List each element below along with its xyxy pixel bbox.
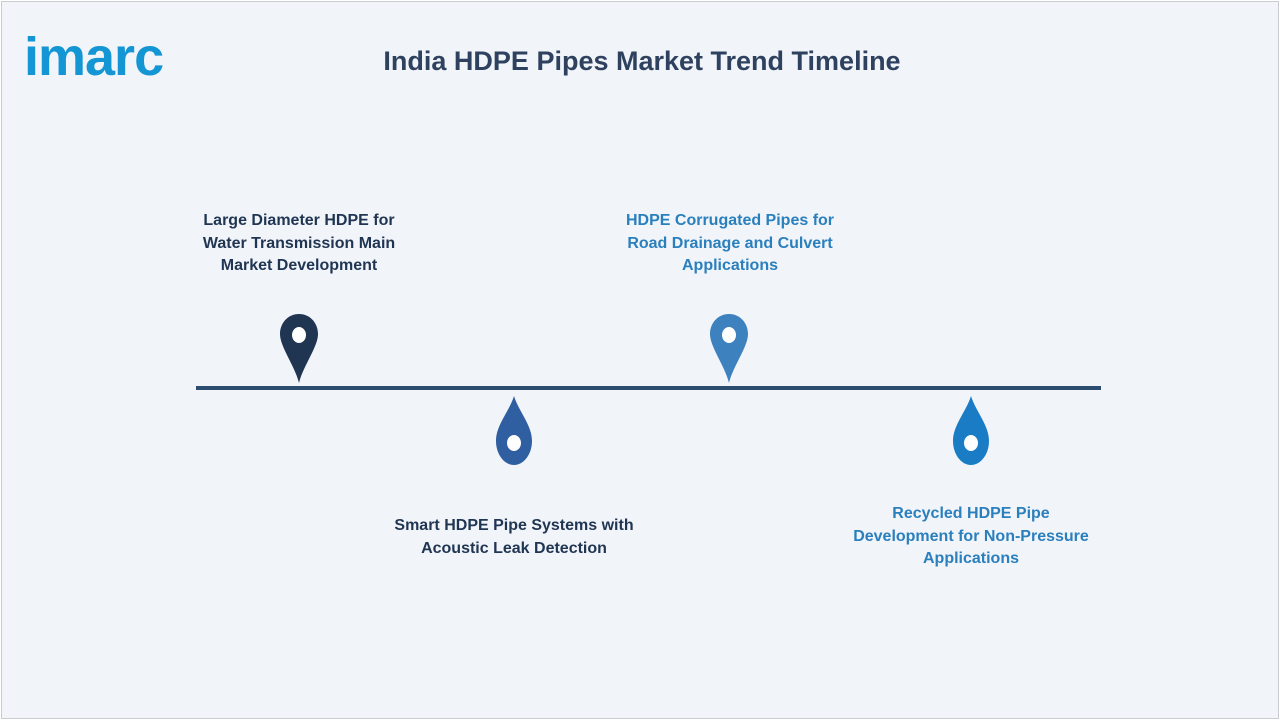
- milestone-3-label: HDPE Corrugated Pipes for Road Drainage …: [590, 210, 870, 278]
- milestone-4-line-3: Applications: [922, 550, 1019, 567]
- marker-2-drop-icon: [496, 396, 532, 465]
- milestone-2-line-2: Acoustic Leak Detection: [421, 539, 607, 557]
- milestone-1-line-2: Water Transmission Main: [202, 234, 396, 252]
- milestone-3-line-1: HDPE Corrugated Pipes for: [625, 212, 835, 229]
- milestone-4-label: Recycled HDPE Pipe Development for Non-P…: [821, 503, 1121, 571]
- milestone-1-line-1: Large Diameter HDPE for: [203, 212, 395, 229]
- milestone-1-label: Large Diameter HDPE for Water Transmissi…: [159, 210, 439, 278]
- milestone-2-line-1: Smart HDPE Pipe Systems with: [394, 517, 634, 534]
- milestone-3-line-2: Road Drainage and Culvert: [627, 234, 833, 252]
- marker-3-pin-icon: [710, 314, 748, 383]
- milestone-4-line-1: Recycled HDPE Pipe: [892, 505, 1050, 522]
- imarc-logo: imarc: [24, 27, 164, 87]
- logo-text: imarc: [24, 27, 164, 87]
- marker-1-pin-icon: [280, 314, 318, 383]
- marker-4-drop-icon: [953, 396, 989, 465]
- page-title: India HDPE Pipes Market Trend Timeline: [383, 46, 901, 76]
- milestone-1-line-3: Market Development: [220, 257, 378, 274]
- milestone-4-line-2: Development for Non-Pressure: [853, 527, 1089, 545]
- milestone-3-line-3: Applications: [681, 257, 778, 274]
- milestone-2-label: Smart HDPE Pipe Systems with Acoustic Le…: [364, 515, 664, 560]
